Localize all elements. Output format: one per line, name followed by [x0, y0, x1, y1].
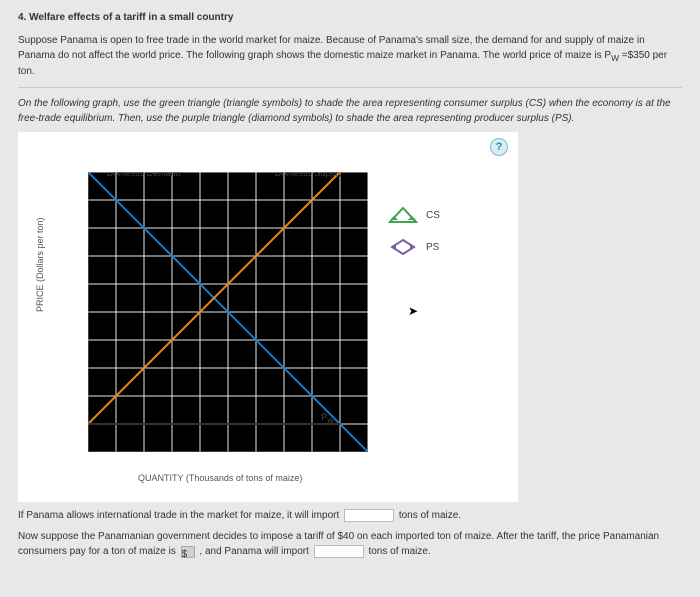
separator-1	[18, 87, 682, 88]
chart-panel: ? PRICE (Dollars per ton) QUANTITY (Thou…	[18, 132, 518, 502]
question-1: If Panama allows international trade in …	[18, 508, 682, 523]
cs-label: CS	[426, 208, 440, 223]
x-axis-title: QUANTITY (Thousands of tons of maize)	[138, 472, 302, 486]
legend: CS PS	[388, 192, 498, 270]
ps-label: PS	[426, 240, 439, 255]
tariff-import-input[interactable]	[314, 545, 364, 558]
para1-sub: W	[611, 53, 619, 63]
question-heading: 4. Welfare effects of a tariff in a smal…	[18, 10, 682, 25]
demand-label: Domestic Demand	[107, 172, 181, 178]
page-container: 4. Welfare effects of a tariff in a smal…	[0, 0, 700, 597]
ps-tool[interactable]: PS	[388, 238, 498, 256]
chart-svg[interactable]: 036912151821242730 310350390430470510550…	[88, 172, 368, 452]
q1-b: tons of maize.	[399, 510, 461, 521]
diamond-icon	[388, 238, 418, 256]
import-quantity-input[interactable]	[344, 509, 394, 522]
cursor-icon: ➤	[408, 302, 418, 320]
instructions-paragraph: On the following graph, use the green tr…	[18, 96, 682, 126]
y-axis-title: PRICE (Dollars per ton)	[34, 218, 48, 313]
q2-b: , and Panama will import	[199, 546, 311, 557]
question-2: Now suppose the Panamanian government de…	[18, 529, 682, 559]
cs-tool[interactable]: CS	[388, 206, 498, 224]
q2-c: tons of maize.	[368, 546, 430, 557]
help-button[interactable]: ?	[490, 138, 508, 156]
para1-text: Suppose Panama is open to free trade in …	[18, 35, 645, 61]
intro-paragraph: Suppose Panama is open to free trade in …	[18, 33, 682, 79]
price-input[interactable]: $	[181, 546, 195, 558]
triangle-icon	[388, 206, 418, 224]
supply-label: Domestic Supply	[275, 172, 343, 178]
q1-a: If Panama allows international trade in …	[18, 510, 342, 521]
